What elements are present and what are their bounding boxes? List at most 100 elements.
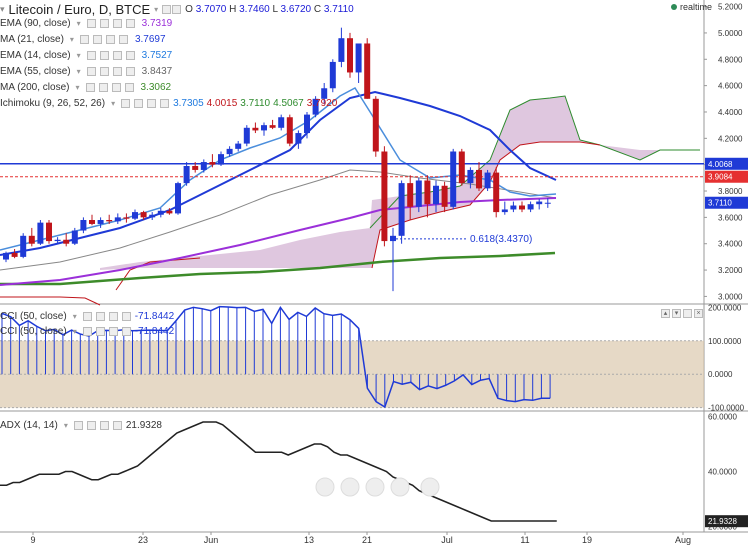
candle-body (132, 212, 138, 219)
adx-price-tag (705, 515, 748, 528)
candle-body (321, 88, 328, 99)
chart-title-row: ▾ Litecoin / Euro, D, BTCE ▾ O 3.7070 H … (0, 0, 354, 18)
eye-icon[interactable] (79, 34, 89, 44)
eye-icon[interactable] (86, 50, 96, 60)
settings-icon[interactable] (95, 326, 105, 336)
candle-body (3, 252, 9, 260)
settings-icon[interactable] (99, 18, 109, 28)
indicator-value: 3.7697 (134, 33, 166, 45)
indicator-value: 3.3062 (140, 81, 172, 93)
more-icon[interactable] (121, 326, 131, 336)
close-icon[interactable] (112, 66, 122, 76)
eye-icon[interactable] (82, 326, 92, 336)
settings-icon[interactable] (99, 50, 109, 60)
more-icon[interactable] (125, 50, 135, 60)
more-icon[interactable] (125, 18, 135, 28)
eye-icon[interactable] (86, 18, 96, 28)
candle-body (218, 154, 224, 165)
candle-body (493, 172, 500, 213)
y-tick-label: 4.6000 (718, 82, 743, 91)
pane-maximize-icon[interactable] (683, 309, 692, 318)
more-icon[interactable] (112, 420, 122, 430)
price-tag-label: 3.7110 (708, 199, 732, 208)
close-icon[interactable] (108, 326, 118, 336)
cci-tick-label: -100.0000 (708, 404, 745, 413)
candle-body (192, 165, 199, 170)
settings-icon[interactable] (99, 66, 109, 76)
ichimoku-value-4: 4.5067 (273, 97, 304, 109)
eye-icon[interactable] (86, 66, 96, 76)
candle-body (11, 252, 18, 257)
eye-icon[interactable] (121, 98, 131, 108)
more-icon[interactable] (118, 34, 128, 44)
pane-down-icon[interactable]: ▾ (672, 309, 681, 318)
close-icon[interactable] (108, 311, 118, 321)
y-tick-label: 5.0000 (718, 29, 743, 38)
indicator-label: EMA (14, close) (0, 49, 71, 61)
close-icon[interactable] (99, 420, 109, 430)
more-icon[interactable] (124, 82, 134, 92)
more-icon[interactable] (121, 311, 131, 321)
candle-body (390, 235, 396, 242)
ichimoku-value-5: 3.7920 (306, 97, 338, 109)
candle-body (450, 151, 457, 207)
candle-body (37, 222, 44, 244)
candle-body (312, 98, 319, 115)
candle-body (501, 209, 508, 213)
indicator-legend-4[interactable]: EMA (55, close) ▾ 3.8437 (0, 65, 173, 77)
ichimoku-value-2: 4.0015 (206, 97, 238, 109)
adx-line (0, 421, 557, 522)
chikou-left-line (0, 296, 101, 306)
ichimoku-legend[interactable]: Ichimoku (9, 26, 52, 26) ▾ 3.7305 4.0015… (0, 97, 338, 109)
settings-icon[interactable] (98, 82, 108, 92)
indicator-legend-2[interactable]: MA (21, close) ▾ 3.7697 (0, 33, 166, 45)
candle-body (252, 127, 259, 131)
eye-icon[interactable] (82, 311, 92, 321)
close-icon[interactable] (112, 50, 122, 60)
indicator-value: 3.7319 (141, 17, 173, 29)
chevron-down-icon[interactable]: ▾ (154, 4, 159, 14)
indicator-legend-5[interactable]: MA (200, close) ▾ 3.3062 (0, 81, 172, 93)
more-icon[interactable] (160, 98, 170, 108)
eye-icon[interactable] (73, 420, 83, 430)
cci-legend-2[interactable]: CCI (50, close) ▾ -71.8442 (0, 325, 175, 337)
close-icon[interactable] (105, 34, 115, 44)
close-icon[interactable] (147, 98, 157, 108)
indicator-value: 3.7527 (141, 49, 173, 61)
candle-body (28, 235, 35, 244)
eye-icon[interactable] (85, 82, 95, 92)
settings-icon[interactable] (92, 34, 102, 44)
indicator-legend-1[interactable]: EMA (90, close) ▾ 3.7319 (0, 17, 173, 29)
candle-body (433, 185, 439, 205)
ichimoku-cloud (100, 96, 700, 270)
pane-close-icon[interactable]: × (694, 309, 703, 318)
candle-body (106, 220, 113, 222)
close-icon[interactable] (111, 82, 121, 92)
close-icon[interactable] (112, 18, 122, 28)
chevron-down-icon[interactable]: ▾ (0, 3, 5, 14)
pane-up-icon[interactable]: ▴ (661, 309, 670, 318)
price-tag (705, 157, 748, 170)
candle-body (381, 151, 388, 242)
settings-icon[interactable] (86, 420, 96, 430)
symbol-title[interactable]: Litecoin / Euro, D, BTCE (8, 1, 151, 17)
settings-icon[interactable] (172, 4, 182, 14)
indicator-legend-3[interactable]: EMA (14, close) ▾ 3.7527 (0, 49, 173, 61)
candle-body (149, 214, 156, 218)
cci-legend-1[interactable]: CCI (50, close) ▾ -71.8442 (0, 310, 175, 322)
candle-body (424, 180, 431, 205)
price-tag (705, 196, 748, 209)
x-tick-label: 13 (304, 535, 314, 545)
ohlc-readout: O 3.7070 H 3.7460 L 3.6720 C 3.7110 (185, 3, 354, 15)
settings-icon[interactable] (134, 98, 144, 108)
adx-legend[interactable]: ADX (14, 14) ▾ 21.9328 (0, 419, 162, 431)
candle-body (415, 180, 422, 207)
y-tick-label: 5.2000 (718, 3, 743, 12)
ma200-line (0, 251, 556, 286)
candle-body (536, 201, 543, 205)
candle-body (140, 212, 147, 218)
y-tick-label: 3.8000 (718, 187, 743, 196)
more-icon[interactable] (125, 66, 135, 76)
settings-icon[interactable] (95, 311, 105, 321)
eye-icon[interactable] (162, 4, 172, 14)
